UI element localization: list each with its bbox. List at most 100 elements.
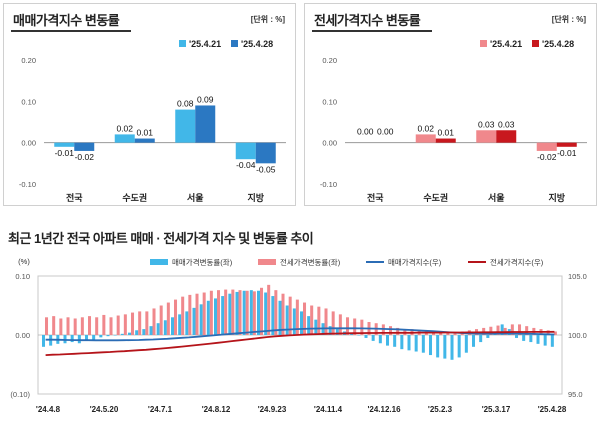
sale-price-bar-chart: '25.4.21'25.4.280.200.100.00-0.10-0.01 -0… (19, 39, 286, 203)
category-label: 전국 (66, 192, 83, 203)
y-tick-label: 0.00 (21, 139, 36, 148)
bar-value-label: 0.00 (377, 127, 394, 137)
jeonse-change-bar (181, 296, 185, 335)
sale-change-bar (529, 335, 533, 343)
jeonse-change-bar (331, 311, 335, 335)
sale-change-bar (192, 307, 196, 335)
bar-value-label: -0.01 (557, 148, 577, 158)
jeonse-change-bar (52, 316, 56, 335)
y-tick-label: -0.10 (320, 180, 337, 189)
legend-swatch (480, 40, 487, 47)
legend-swatch (150, 259, 168, 265)
jeonse-change-bar (281, 293, 285, 335)
sale-change-bar (214, 298, 218, 335)
jeonse-change-bar (231, 289, 235, 335)
jeonse-change-bar (109, 317, 113, 335)
jeonse-change-bar (159, 305, 163, 335)
y-tick-label: -0.10 (19, 180, 36, 189)
sale-change-bar (228, 293, 232, 335)
sale-change-bar (464, 335, 468, 353)
sale-change-bar (285, 305, 289, 335)
sale-change-bar (85, 335, 89, 341)
jeonse-change-bar (446, 332, 450, 335)
sale-change-bar (371, 335, 375, 341)
jeonse-change-bar (145, 311, 149, 335)
bar (536, 142, 557, 151)
jeonse-change-bar (360, 319, 364, 335)
sale-change-bar (171, 317, 175, 335)
x-tick-label: '25.4.28 (538, 405, 567, 414)
jeonse-change-bar (346, 317, 350, 335)
sale-change-bar (149, 326, 153, 335)
bar (74, 142, 95, 151)
jeonse-change-bar (317, 306, 321, 335)
category-label: 서울 (187, 192, 204, 203)
jeonse-change-bar (174, 299, 178, 335)
sale-change-bar (457, 335, 461, 358)
jeonse-change-bar (59, 318, 63, 335)
sale-change-bar (99, 335, 103, 338)
bar (175, 109, 196, 143)
jeonse-change-bar (525, 326, 529, 335)
jeonse-change-bar (432, 332, 436, 335)
sale-change-bar (486, 335, 490, 338)
sale-change-bar (206, 300, 210, 335)
title-underline (312, 30, 432, 32)
sale-change-bar (314, 319, 318, 335)
category-label: 지방 (548, 192, 565, 203)
jeonse-change-bar (123, 314, 127, 335)
panel-title: 매매가격지수 변동률 (13, 13, 120, 28)
jeonse-change-bar (209, 290, 213, 335)
sale-change-bar (479, 335, 483, 343)
legend-label: 전세가격지수(우) (490, 257, 544, 267)
jeonse-change-bar (80, 317, 84, 335)
x-tick-label: '25.2.3 (428, 405, 453, 414)
jeonse-price-change-panel: 전세가격지수 변동률 [단위 : %] '25.4.21 '25.4.28 0.20… (304, 3, 597, 206)
jeonse-change-bar (252, 291, 256, 335)
right-y-tick-label: 105.0 (568, 272, 587, 281)
sale-change-bar (70, 335, 74, 343)
sale-change-bar (264, 292, 268, 335)
sale-change-bar (515, 335, 519, 338)
legend-label: 매매가격변동률(좌) (172, 257, 233, 267)
sale-change-bar (106, 335, 110, 337)
sale-change-bar (378, 335, 382, 344)
sale-change-bar (414, 335, 418, 352)
legend-label: '25.4.28 (542, 39, 574, 49)
trend-combo-chart: 매매가격변동률(좌) 전세가격변동률(좌) 매매가격지수(우) 전세가격지수(우) (%… (10, 257, 587, 414)
sale-change-bar (156, 323, 160, 335)
legend-label: 전세가격변동률(좌) (280, 257, 341, 267)
sale-change-bar (178, 314, 182, 335)
x-tick-label: '24.5.20 (90, 405, 119, 414)
bar-value-label: 0.03 (498, 119, 515, 129)
sale-change-bar (522, 335, 526, 341)
sale-change-bar (386, 335, 390, 346)
sale-change-bar (364, 335, 368, 338)
jeonse-change-bar (267, 284, 271, 335)
sale-change-bar (357, 335, 361, 336)
x-tick-label: '25.3.17 (482, 405, 511, 414)
sale-change-bar (42, 335, 46, 347)
sale-change-bar (543, 335, 547, 346)
bar (255, 142, 276, 164)
jeonse-change-bar (66, 317, 70, 335)
unit-label: [단위 : %] (250, 15, 285, 24)
jeonse-change-bar (131, 312, 135, 335)
sale-change-bar (92, 335, 96, 340)
x-tick-label: '24.7.1 (148, 405, 173, 414)
panel-title: 전세가격지수 변동률 (314, 13, 421, 28)
sale-change-bar (443, 335, 447, 359)
sale-change-bar (77, 335, 81, 344)
jeonse-change-bar (310, 305, 314, 335)
bar-value-label: -0.01 (55, 148, 75, 158)
bar-value-label: 0.02 (116, 123, 133, 133)
jeonse-change-bar (518, 324, 522, 335)
jeonse-change-bar (224, 289, 228, 335)
right-y-tick-label: 95.0 (568, 390, 583, 399)
sale-change-bar (257, 290, 261, 335)
unit-label: [단위 : %] (551, 15, 586, 24)
sale-change-bar (135, 330, 139, 335)
jeonse-change-bar (295, 299, 299, 335)
bar-value-label: 0.01 (437, 128, 454, 138)
bar (54, 142, 75, 147)
